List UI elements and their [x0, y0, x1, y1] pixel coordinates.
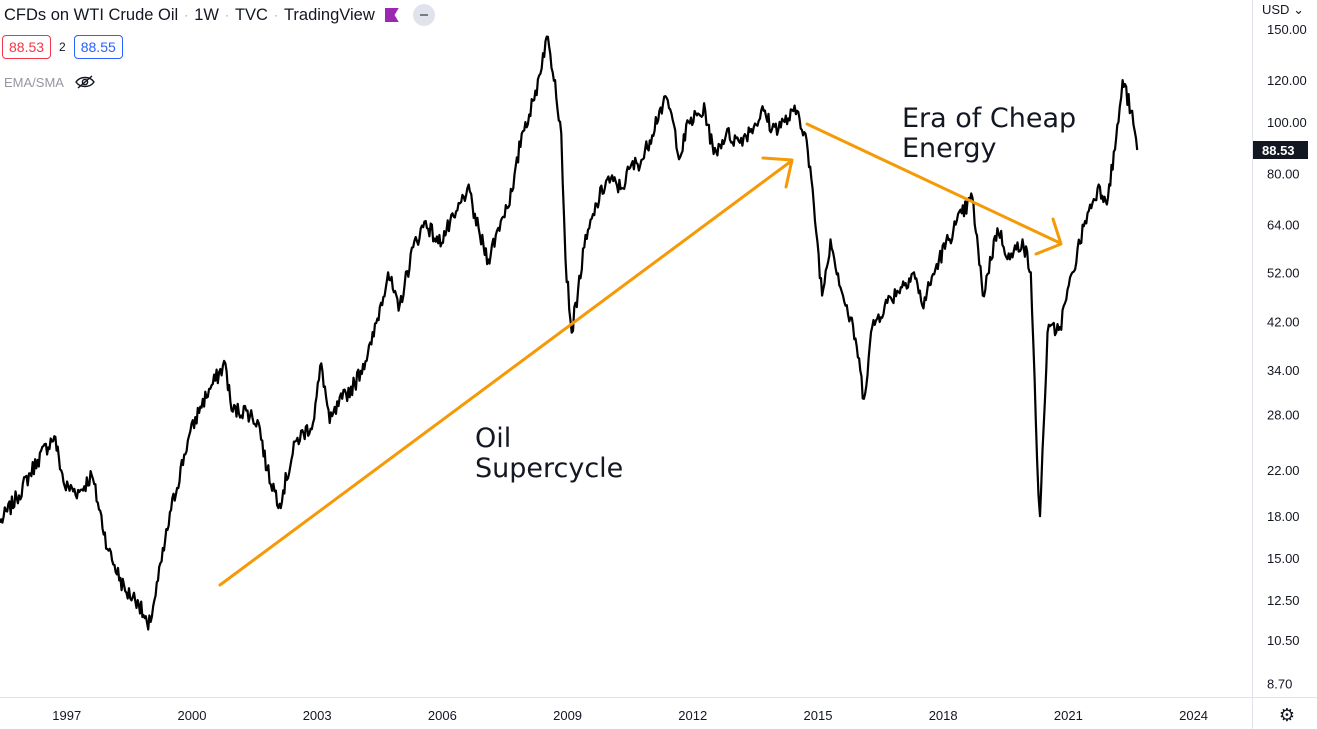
collapse-icon[interactable]	[412, 4, 435, 26]
gear-icon[interactable]: ⚙	[1278, 705, 1296, 725]
supercycle-arrow	[218, 160, 792, 587]
separator: ·	[184, 8, 189, 22]
x-tick-label: 2024	[1179, 708, 1208, 723]
x-tick-label: 1997	[52, 708, 81, 723]
platform-label: TradingView	[283, 5, 375, 24]
cheap-energy-arrow	[805, 122, 1062, 245]
y-tick-label: 120.00	[1267, 73, 1307, 88]
last-price-marker	[1253, 141, 1308, 160]
flag-icon[interactable]	[384, 8, 399, 22]
source-label: TVC	[234, 5, 268, 24]
x-tick-label: 2009	[553, 708, 582, 723]
last-price-label: 88.53	[1262, 143, 1295, 158]
x-tick-label: 2006	[428, 708, 457, 723]
chevron-down-icon: ⌄	[1293, 2, 1304, 17]
currency-selector[interactable]: USD ⌄	[1262, 2, 1304, 18]
symbol-title[interactable]: CFDs on WTI Crude Oil	[4, 5, 179, 24]
spread-value: 2	[59, 40, 66, 54]
annotation-text: Era of Cheap	[902, 103, 1076, 134]
separator: ·	[273, 8, 278, 22]
y-tick-label: 150.00	[1267, 22, 1307, 37]
price-series-line	[0, 35, 1139, 631]
y-tick-label: 28.00	[1267, 408, 1300, 423]
annotation-text: Supercycle	[475, 453, 623, 484]
axes-layer: 150.00 120.00 100.00 80.00 64.00 52.00 42.00 34…	[52, 22, 1308, 723]
x-tick-label: 2012	[678, 708, 707, 723]
x-tick-label: 2018	[929, 708, 958, 723]
x-tick-label: 2003	[303, 708, 332, 723]
y-tick-label: 80.00	[1267, 166, 1300, 181]
eye-off-icon[interactable]	[74, 74, 96, 90]
y-tick-label: 34.00	[1267, 363, 1300, 378]
supercycle-arrowhead	[761, 156, 794, 189]
separator: ·	[224, 8, 229, 22]
x-tick-label: 2000	[178, 708, 207, 723]
sell-price-button[interactable]: 88.53	[2, 35, 52, 59]
price-line-layer	[0, 35, 1139, 631]
indicator-legend: EMA/SMA	[4, 74, 96, 90]
y-tick-label: 12.50	[1267, 593, 1300, 608]
y-tick-label: 64.00	[1267, 218, 1300, 233]
annotation-text: Energy	[902, 133, 997, 164]
y-tick-label: 42.00	[1267, 314, 1300, 329]
chart-header: CFDs on WTI Crude Oil · 1W · TVC · Tradi…	[4, 4, 435, 26]
y-tick-label: 100.00	[1267, 115, 1307, 130]
indicator-label[interactable]: EMA/SMA	[4, 74, 64, 90]
y-tick-label: 22.00	[1267, 463, 1300, 478]
annotation-text: Oil	[475, 423, 511, 454]
y-tick-label: 15.00	[1267, 551, 1300, 566]
interval-label[interactable]: 1W	[194, 5, 219, 24]
bid-ask-row: 88.53 2 88.55	[2, 35, 123, 59]
x-tick-label: 2015	[804, 708, 833, 723]
y-tick-label: 18.00	[1267, 509, 1300, 524]
cheap-energy-arrowhead	[1034, 217, 1063, 256]
y-tick-label: 10.50	[1267, 633, 1300, 648]
x-tick-label: 2021	[1054, 708, 1083, 723]
y-tick-label: 52.00	[1267, 265, 1300, 280]
currency-label: USD	[1262, 2, 1290, 17]
buy-price-button[interactable]: 88.55	[73, 35, 123, 59]
y-tick-label: 8.70	[1267, 676, 1292, 691]
